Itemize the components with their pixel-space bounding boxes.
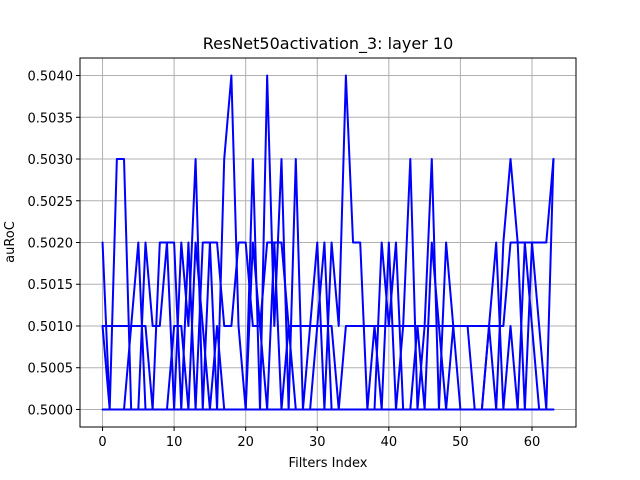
chart-title: ResNet50activation_3: layer 10 [203,34,454,54]
y-tick-label: 0.5020 [28,237,74,252]
y-tick-label: 0.5035 [28,111,74,126]
x-tick-label: 10 [166,435,183,450]
y-tick-label: 0.5005 [28,362,74,377]
y-tick-label: 0.5015 [28,278,74,293]
y-tick-label: 0.5030 [28,153,74,168]
x-axis-label: Filters Index [289,456,368,471]
series-lines [101,74,555,411]
x-tick-label: 0 [98,435,106,450]
y-tick-label: 0.5010 [28,320,74,335]
y-tick-label: 0.5000 [28,403,74,418]
x-tick-label: 40 [381,435,398,450]
x-tick-label: 50 [452,435,469,450]
x-tick-label: 20 [237,435,254,450]
axis-ticks: 0 10 20 30 40 50 60 0.5000 0.5005 0.5010 0.5015 0.5… [28,70,541,450]
y-tick-label: 0.5025 [28,195,74,210]
x-tick-label: 60 [524,435,541,450]
y-axis-label: auRoC [3,221,18,263]
x-tick-label: 30 [309,435,326,450]
y-tick-label: 0.5040 [28,70,74,85]
